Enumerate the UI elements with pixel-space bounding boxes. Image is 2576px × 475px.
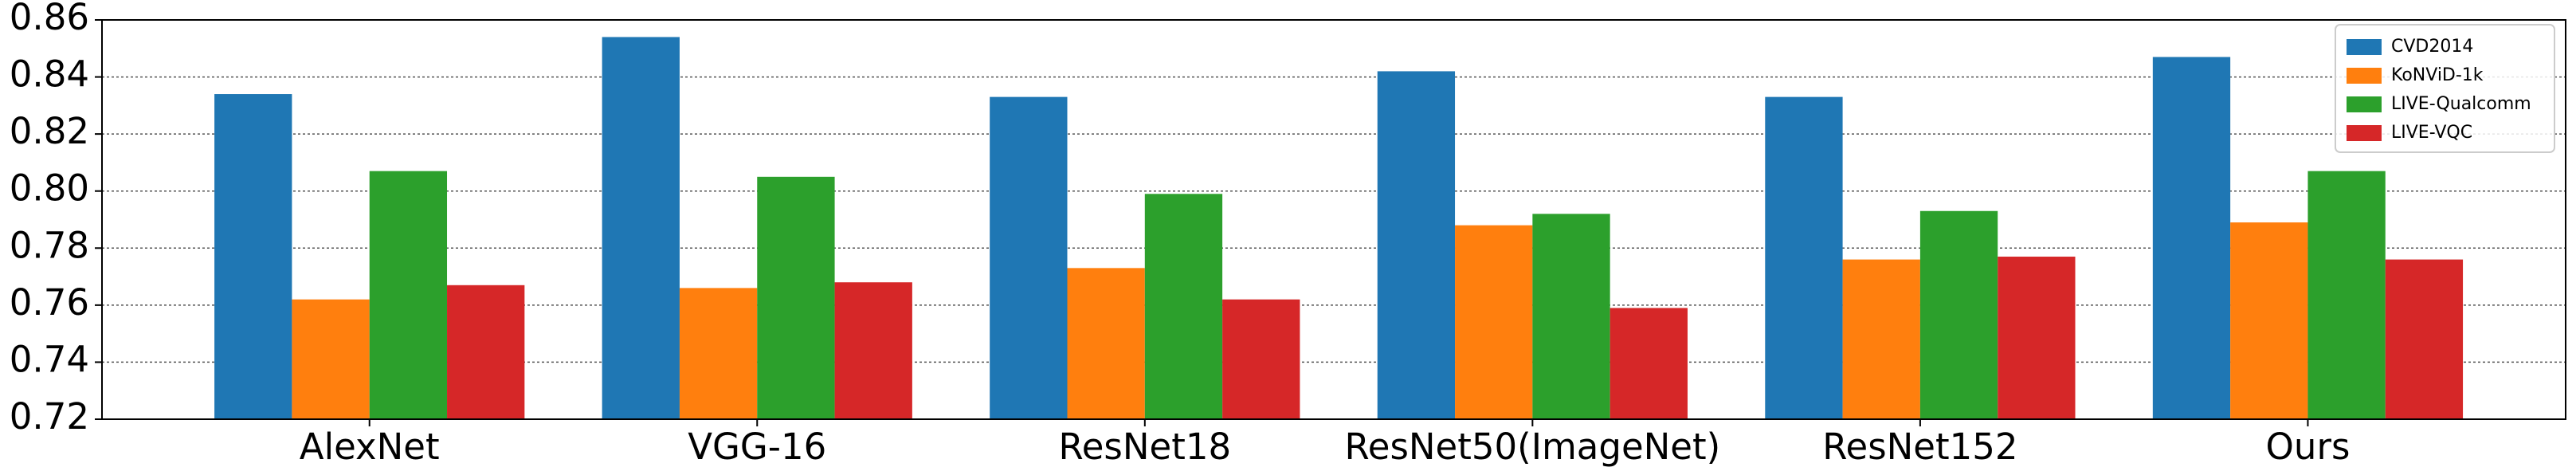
x-tick-label: ResNet18 — [1058, 426, 1231, 468]
y-tick-label: 0.76 — [10, 281, 89, 324]
y-tick-label: 0.74 — [10, 338, 89, 380]
bar — [679, 288, 758, 419]
bar — [1610, 308, 1688, 419]
legend-label: KoNViD-1k — [2391, 65, 2484, 85]
bar — [1144, 194, 1223, 420]
bar — [214, 94, 292, 420]
legend-swatch — [2347, 125, 2382, 141]
bar — [1222, 299, 1300, 419]
bar — [447, 285, 525, 419]
bar — [2152, 57, 2231, 420]
bar — [1998, 257, 2076, 419]
y-tick-label: 0.86 — [10, 0, 89, 38]
y-tick-label: 0.82 — [10, 110, 89, 152]
bar — [1532, 214, 1610, 419]
bar — [292, 299, 370, 419]
bar — [2230, 222, 2308, 419]
bar — [1919, 210, 1998, 419]
plot-frame — [101, 19, 2566, 420]
bar — [1067, 268, 1145, 419]
x-tick-label: Ours — [2266, 426, 2351, 468]
bar — [1842, 259, 1920, 419]
legend-box — [2335, 24, 2555, 153]
bar — [1377, 71, 1456, 420]
bar — [369, 171, 448, 419]
legend-label: LIVE-VQC — [2391, 123, 2472, 143]
y-tick-label: 0.84 — [10, 53, 89, 96]
x-tick-label: ResNet50(ImageNet) — [1345, 426, 1721, 468]
x-tick-label: AlexNet — [300, 426, 440, 468]
y-tick-label: 0.72 — [10, 395, 89, 438]
legend-swatch — [2347, 96, 2382, 112]
bar — [834, 282, 912, 419]
legend-swatch — [2347, 39, 2382, 55]
bar — [2385, 259, 2464, 419]
bar — [990, 96, 1068, 419]
bar — [602, 37, 680, 419]
bar — [2307, 171, 2386, 419]
legend-label: LIVE-Qualcomm — [2391, 94, 2531, 114]
y-tick-label: 0.78 — [10, 224, 89, 266]
bar — [757, 176, 835, 420]
bar — [1455, 225, 1533, 419]
y-tick-label: 0.80 — [10, 167, 89, 210]
x-tick-label: VGG-16 — [688, 426, 826, 468]
legend-swatch — [2347, 68, 2382, 84]
legend-label: CVD2014 — [2391, 37, 2473, 57]
x-tick-label: ResNet152 — [1822, 426, 2017, 468]
bar — [1765, 96, 1843, 419]
